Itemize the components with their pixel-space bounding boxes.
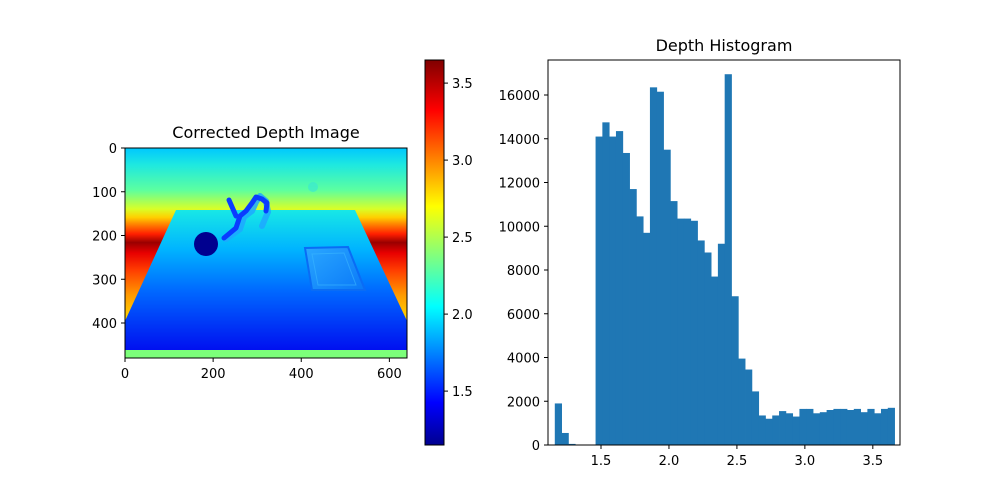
histogram-bar: [751, 391, 760, 445]
histogram-bar: [765, 418, 773, 445]
robot-arm: [221, 194, 270, 241]
histogram-bar: [813, 413, 821, 445]
histogram-bar: [779, 411, 787, 445]
histogram-bar: [622, 152, 630, 445]
x-tick-label: 0: [121, 367, 129, 382]
x-tick-label: 200: [201, 367, 226, 382]
colorbar: 1.5 2.0 2.5 3.0 3.5: [424, 59, 473, 446]
histogram-title: Depth Histogram: [656, 36, 793, 55]
histogram-bar: [880, 408, 889, 445]
histogram-bar: [738, 358, 746, 445]
depth-image: [124, 147, 408, 359]
y-tick-label: 0: [109, 142, 117, 157]
y-tick-label: 16000: [499, 89, 540, 104]
histogram-bar: [615, 131, 624, 445]
depth-image-frame: [124, 147, 408, 359]
ball-object: [194, 232, 218, 256]
histogram-bar: [663, 149, 671, 445]
colorbar-tick-label: 3.5: [452, 77, 473, 92]
histogram-bar: [561, 432, 569, 445]
x-tick-label: 400: [289, 367, 314, 382]
histogram-bar: [717, 243, 726, 445]
y-tick-label: 6000: [507, 308, 540, 323]
x-tick-label: 3.0: [795, 454, 816, 469]
histogram-bar: [772, 415, 780, 445]
distant-object: [308, 182, 318, 192]
histogram-bar: [819, 412, 828, 445]
floor-plane: [125, 210, 407, 350]
histogram-panel: Depth Histogram 1.5 2.0 2.5 3.0 3.5 0 2000 4000…: [499, 36, 901, 469]
colorbar-tick-label: 1.5: [452, 385, 473, 400]
histogram-bar: [629, 189, 637, 445]
depth-image-title: Corrected Depth Image: [172, 123, 359, 142]
histogram-bar: [602, 122, 610, 445]
colorbar-ticks: 1.5 2.0 2.5 3.0 3.5: [444, 77, 473, 400]
y-tick-label: 100: [92, 186, 117, 201]
colorbar-tick-label: 2.5: [452, 231, 473, 246]
histogram-bar: [833, 408, 841, 445]
x-tick-label: 2.0: [659, 454, 680, 469]
x-tick-label: 2.5: [727, 454, 748, 469]
histogram-bar: [609, 136, 617, 445]
histogram-bar: [568, 443, 576, 445]
histogram-bar: [867, 408, 875, 445]
histogram-bar: [649, 87, 658, 445]
histogram-bar: [806, 408, 814, 445]
y-tick-label: 14000: [499, 133, 540, 148]
colorbar-tick-label: 2.0: [452, 308, 473, 323]
histogram-bar: [840, 408, 848, 445]
histogram-bar: [846, 410, 855, 445]
histogram-bar: [711, 276, 719, 445]
y-tick-label: 8000: [507, 264, 540, 279]
histogram-bar: [826, 410, 834, 445]
colorbar-tick-label: 3.0: [452, 154, 473, 169]
y-tick-label: 4000: [507, 352, 540, 367]
histogram-bar: [690, 220, 698, 445]
histogram-bars: [554, 74, 895, 445]
histogram-bar: [636, 216, 644, 445]
histogram-bar: [887, 407, 895, 445]
histogram-bar: [697, 240, 705, 445]
colorbar-gradient: [424, 59, 445, 446]
histogram-bar: [758, 415, 766, 445]
histogram-bar: [683, 218, 692, 445]
box-object: [303, 245, 367, 291]
depth-image-panel: Corrected Depth Image 0 200 400 600 0 100 200 3…: [92, 59, 473, 446]
y-tick-label: 400: [92, 317, 117, 332]
histogram-bar: [724, 74, 732, 445]
y-tick-label: 0: [532, 439, 540, 454]
histogram-bar: [643, 232, 651, 445]
histogram-bar: [670, 201, 678, 445]
histogram-bar: [745, 369, 753, 445]
histogram-bar: [785, 413, 794, 445]
histogram-bar: [595, 136, 603, 445]
x-tick-label: 1.5: [591, 454, 612, 469]
histogram-bar: [677, 218, 685, 445]
histogram-bar: [731, 296, 739, 445]
histogram-bar: [860, 412, 868, 445]
histogram-bar: [656, 91, 664, 445]
x-tick-label: 3.5: [862, 454, 883, 469]
histogram-bar: [799, 408, 807, 445]
histogram-bar: [874, 413, 882, 445]
y-tick-label: 10000: [499, 220, 540, 235]
y-tick-label: 2000: [507, 395, 540, 410]
histogram-frame: [547, 59, 901, 446]
x-tick-label: 600: [377, 367, 402, 382]
y-tick-label: 300: [92, 273, 117, 288]
y-tick-label: 200: [92, 230, 117, 245]
histogram-bar: [554, 403, 562, 445]
histogram-bar: [853, 408, 861, 445]
y-tick-label: 12000: [499, 177, 540, 192]
histogram-bar: [704, 252, 712, 445]
bottom-strip: [125, 350, 407, 358]
box-inner-edge: [311, 252, 357, 286]
histogram-bar: [792, 416, 800, 445]
depth-image-ticks: 0 200 400 600 0 100 200 300 400: [92, 142, 402, 382]
histogram-ticks: 1.5 2.0 2.5 3.0 3.5 0 2000 4000 6000 8000 10000 120…: [499, 89, 884, 469]
